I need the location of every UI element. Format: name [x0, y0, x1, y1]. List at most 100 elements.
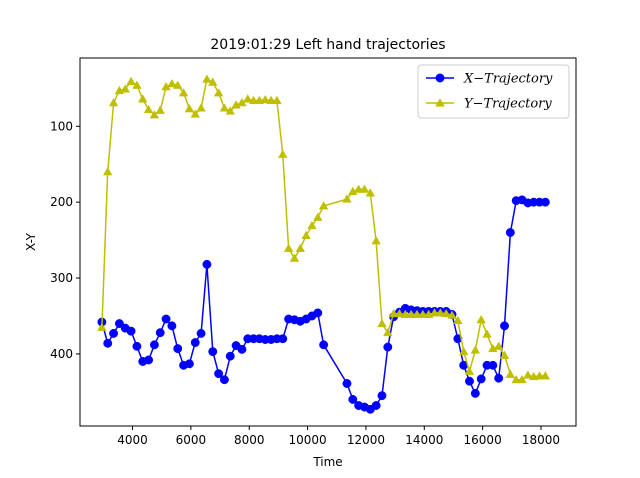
data-point	[301, 230, 311, 240]
data-point	[155, 328, 165, 338]
data-point	[342, 194, 352, 203]
data-point	[441, 308, 451, 318]
data-point	[418, 309, 428, 318]
data-point	[493, 341, 504, 350]
data-point	[120, 84, 130, 93]
data-point	[173, 80, 183, 89]
data-point	[243, 94, 253, 103]
data-point	[278, 334, 288, 344]
data-point	[505, 228, 515, 237]
data-point	[167, 78, 177, 88]
data-point	[313, 308, 323, 318]
data-point	[383, 327, 393, 337]
data-point	[406, 309, 416, 318]
data-point	[318, 201, 329, 210]
x-tick-label: 14000	[405, 433, 443, 447]
data-point	[132, 80, 142, 89]
data-point	[132, 341, 142, 351]
data-point	[266, 95, 276, 104]
data-point	[342, 379, 352, 388]
data-point	[505, 369, 516, 378]
data-point	[488, 360, 498, 370]
y-axis-label: X-Y	[24, 232, 38, 251]
data-point	[213, 88, 224, 97]
chart-title: 2019:01:29 Left hand trajectories	[210, 37, 445, 53]
data-point	[178, 88, 189, 97]
data-point	[283, 243, 294, 252]
data-point	[447, 310, 457, 319]
data-point	[377, 318, 387, 328]
data-point	[225, 106, 235, 115]
data-point	[412, 309, 422, 318]
data-point	[458, 346, 469, 356]
legend: X−Trajectory Y−Trajectory	[417, 64, 570, 119]
data-point	[144, 355, 154, 365]
legend-marker	[435, 73, 445, 83]
x-tick-label: 16000	[464, 433, 502, 447]
data-point	[190, 338, 200, 347]
data-point	[137, 94, 148, 103]
data-point	[219, 103, 230, 112]
data-point	[365, 188, 376, 197]
data-point	[237, 344, 247, 354]
x-tick-label: 8000	[234, 433, 265, 447]
legend-label: Y−Trajectory	[464, 97, 552, 112]
data-point	[500, 321, 509, 331]
y-tick-label: 200	[50, 195, 73, 209]
y-tick-label: 400	[50, 347, 73, 361]
data-point	[499, 350, 510, 359]
data-point	[371, 401, 381, 410]
data-point	[494, 373, 504, 383]
data-point	[470, 345, 481, 354]
data-point	[190, 109, 200, 118]
data-point	[202, 74, 212, 83]
data-point	[470, 388, 480, 398]
data-point	[289, 253, 300, 262]
data-point	[208, 77, 218, 86]
legend-label: X−Trajectory	[463, 72, 553, 87]
data-point	[476, 314, 486, 324]
data-point	[167, 321, 177, 331]
data-point	[464, 366, 475, 375]
axes-frame	[79, 57, 577, 427]
data-point	[196, 103, 206, 112]
data-point	[383, 342, 393, 352]
data-point	[319, 340, 329, 350]
data-point	[359, 184, 370, 193]
data-point	[248, 95, 259, 104]
series-line	[101, 78, 546, 381]
legend-entry: Y−Trajectory	[426, 97, 552, 112]
data-point	[435, 308, 446, 317]
series-layer	[97, 74, 551, 414]
data-point	[109, 328, 119, 338]
data-point	[278, 149, 288, 158]
data-point	[523, 370, 533, 379]
data-point	[202, 259, 212, 269]
x-tick-label: 10000	[288, 433, 326, 447]
data-point	[97, 322, 107, 331]
y-tick-label: 100	[50, 119, 73, 133]
x-axis-label: Time	[312, 455, 342, 469]
data-point	[348, 394, 358, 404]
data-point	[511, 374, 521, 384]
data-point	[394, 308, 405, 318]
data-point	[517, 374, 527, 384]
data-point	[102, 167, 113, 176]
data-point	[161, 314, 171, 324]
data-point	[208, 347, 218, 357]
data-point	[534, 371, 545, 380]
series-2	[97, 74, 551, 384]
x-axis-ticks: 4000 6000 8000 10000 12000 14000 16000 18000	[117, 426, 560, 447]
data-point	[465, 376, 474, 386]
x-tick-label: 6000	[176, 433, 207, 447]
data-point	[184, 359, 194, 369]
data-point	[149, 110, 160, 119]
y-axis-ticks: 100 200 300 400	[50, 119, 80, 361]
data-point	[388, 308, 399, 318]
legend-entry: X−Trajectory	[426, 72, 553, 87]
data-point	[103, 338, 113, 348]
data-point	[295, 243, 306, 252]
data-point	[453, 315, 463, 325]
data-point	[371, 236, 381, 245]
data-point	[225, 351, 235, 361]
